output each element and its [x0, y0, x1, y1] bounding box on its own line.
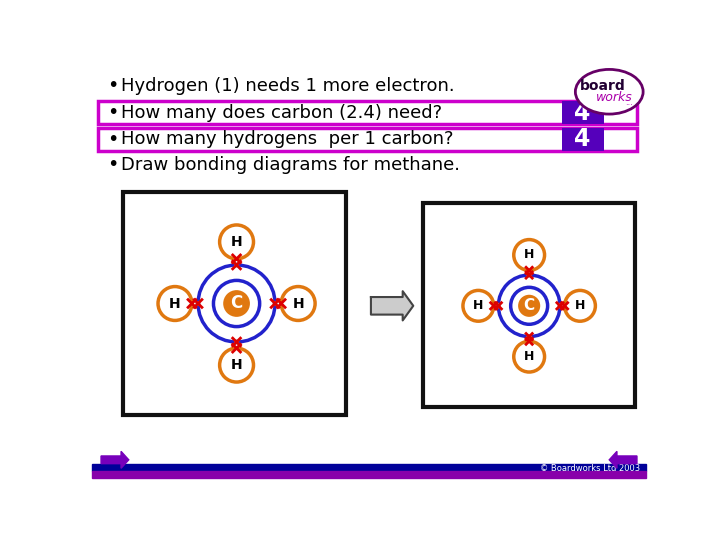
Text: Hydrogen (1) needs 1 more electron.: Hydrogen (1) needs 1 more electron. — [121, 77, 455, 94]
Text: © Boardworks Ltd 2003: © Boardworks Ltd 2003 — [540, 464, 640, 473]
Text: works: works — [595, 91, 632, 104]
Text: ...: ... — [626, 98, 633, 107]
Ellipse shape — [575, 70, 643, 114]
Text: H: H — [169, 296, 181, 310]
Text: H: H — [524, 248, 534, 261]
Text: •: • — [107, 103, 119, 122]
Circle shape — [158, 287, 192, 320]
Circle shape — [282, 287, 315, 320]
Bar — [92, 464, 647, 471]
Circle shape — [527, 273, 531, 277]
Circle shape — [558, 304, 562, 308]
Text: H: H — [575, 299, 585, 312]
Circle shape — [220, 225, 253, 259]
Circle shape — [235, 263, 238, 267]
Text: •: • — [107, 130, 119, 149]
Circle shape — [496, 304, 500, 308]
Text: H: H — [230, 235, 243, 249]
Bar — [122, 192, 346, 415]
Bar — [562, 101, 604, 124]
Text: H: H — [524, 350, 534, 363]
Text: •: • — [107, 156, 119, 174]
Bar — [562, 128, 604, 151]
Circle shape — [519, 296, 539, 316]
Text: board: board — [580, 79, 626, 92]
Circle shape — [196, 301, 200, 306]
Text: H: H — [473, 299, 484, 312]
Text: H: H — [230, 358, 243, 372]
Polygon shape — [101, 451, 129, 468]
Circle shape — [514, 240, 544, 271]
Text: 4: 4 — [575, 100, 591, 125]
Circle shape — [564, 291, 595, 321]
Polygon shape — [609, 451, 637, 468]
Bar — [423, 204, 634, 408]
Text: Draw bonding diagrams for methane.: Draw bonding diagrams for methane. — [121, 156, 460, 174]
Text: 4: 4 — [575, 127, 591, 152]
Circle shape — [235, 340, 238, 344]
Text: C: C — [230, 294, 243, 313]
Bar — [98, 128, 637, 151]
Polygon shape — [371, 291, 413, 320]
Circle shape — [220, 348, 253, 382]
Circle shape — [514, 341, 544, 372]
Circle shape — [527, 335, 531, 339]
Circle shape — [463, 291, 494, 321]
Text: H: H — [292, 296, 304, 310]
Text: How many does carbon (2.4) need?: How many does carbon (2.4) need? — [121, 104, 442, 122]
Bar — [98, 101, 637, 124]
Text: How many hydrogens  per 1 carbon?: How many hydrogens per 1 carbon? — [121, 131, 454, 149]
Circle shape — [224, 291, 249, 316]
Bar — [92, 471, 647, 477]
Circle shape — [273, 301, 277, 306]
Text: C: C — [523, 298, 535, 313]
Text: •: • — [107, 76, 119, 95]
